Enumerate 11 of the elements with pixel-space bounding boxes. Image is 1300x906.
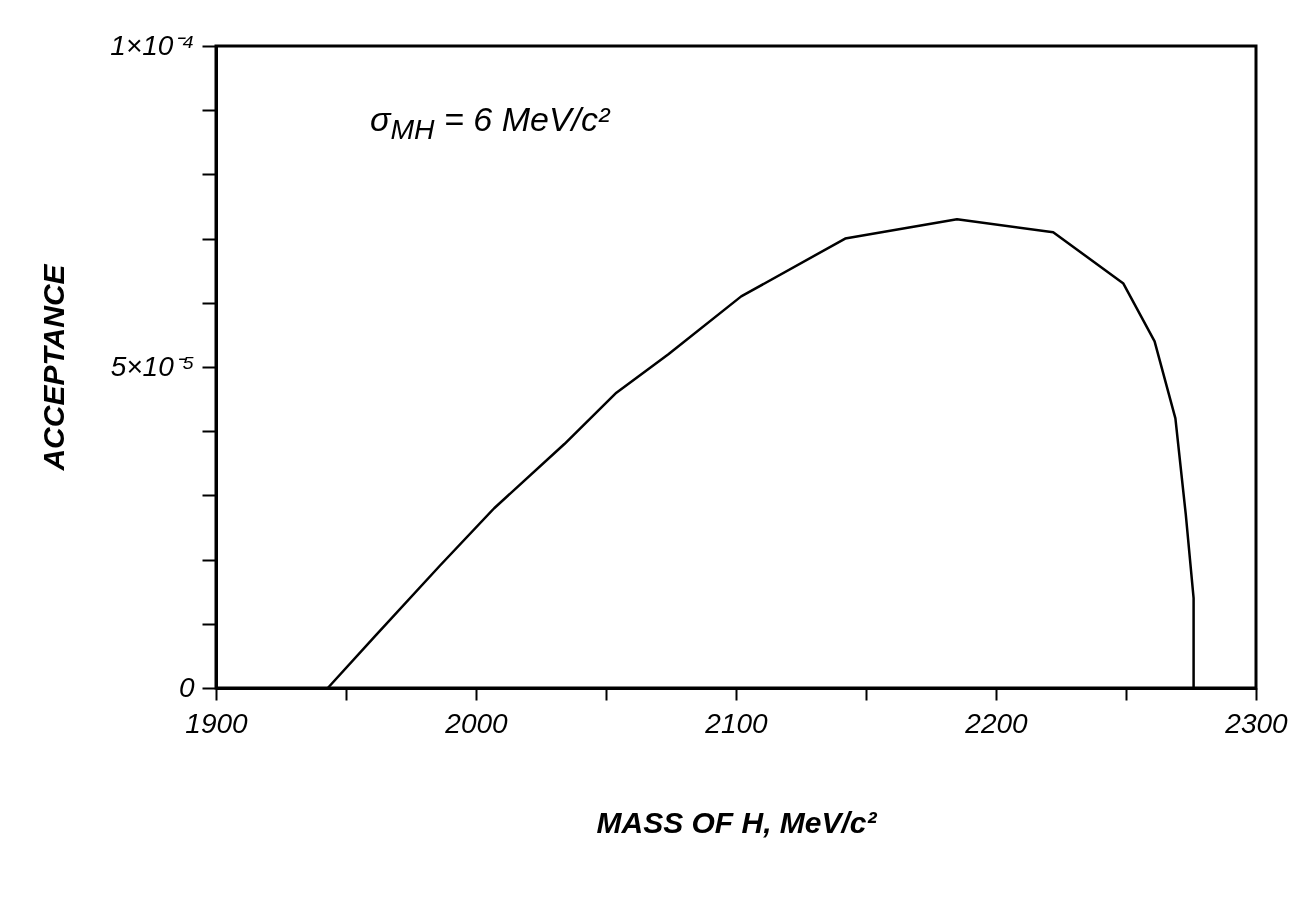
x-tick-label: 2300: [1224, 707, 1289, 739]
x-tick-label: 2200: [964, 707, 1029, 739]
y-tick-label: 5×10⁻⁵: [110, 350, 195, 382]
y-axis-title: ACCEPTANCE: [37, 263, 71, 472]
x-axis-title: MASS OF H, MeV/c²: [596, 805, 878, 839]
x-tick-label: 1900: [185, 707, 249, 739]
x-tick-label: 2100: [704, 707, 769, 739]
x-tick-label: 2000: [444, 707, 509, 739]
annotation: σ$_{MH}$ = 6 MeV/c²: [370, 100, 610, 146]
y-tick-label: 1×10⁻⁴: [110, 29, 195, 61]
y-tick-label: 0: [178, 671, 195, 703]
